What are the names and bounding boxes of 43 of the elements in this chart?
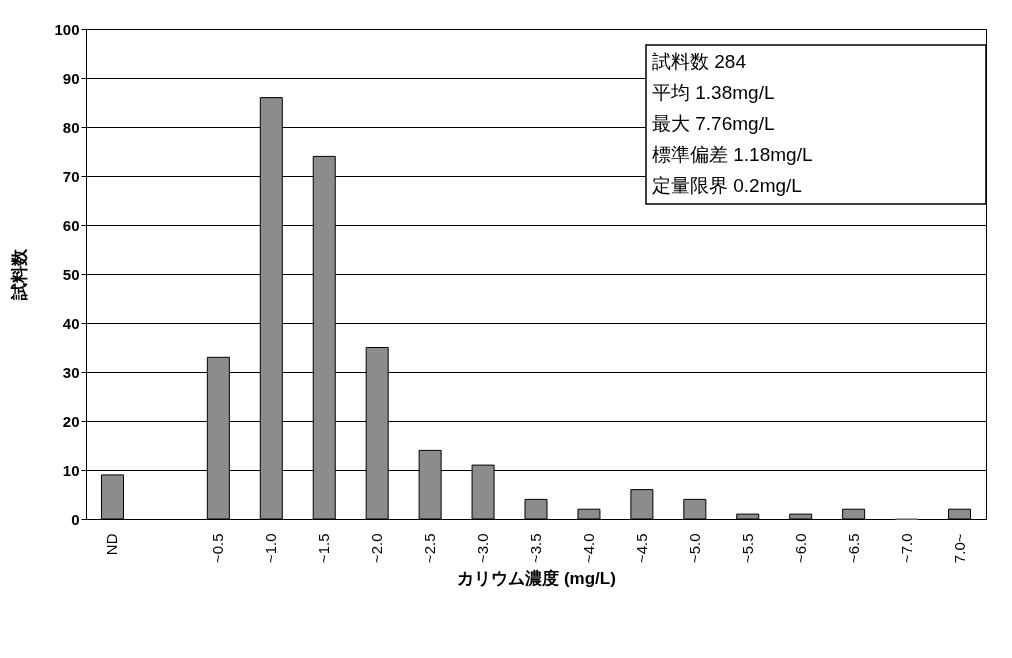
bar xyxy=(736,513,760,520)
annotation: 試料数 284 xyxy=(652,51,747,72)
x-tick-label: ~2.5 xyxy=(421,533,439,564)
bar xyxy=(577,508,601,520)
x-tick-label: ~4.0 xyxy=(579,533,597,564)
y-tick-label: 10 xyxy=(62,461,80,479)
y-tick-label: 70 xyxy=(62,167,80,185)
x-tick-label: ~5.5 xyxy=(738,533,756,564)
annotation: 平均 1.38mg/L xyxy=(652,82,775,103)
bar xyxy=(100,474,124,520)
x-tick-label: ~2.0 xyxy=(368,533,386,564)
x-axis-title: カリウム濃度 (mg/L) xyxy=(457,569,616,589)
annotation: 定量限界 0.2mg/L xyxy=(652,175,802,196)
x-tick-label: ~3.0 xyxy=(474,533,492,564)
y-tick-label: 90 xyxy=(62,69,80,87)
bar xyxy=(683,498,707,520)
y-tick-label: 30 xyxy=(62,363,80,381)
x-tick-label: ~0.5 xyxy=(209,533,227,564)
y-axis-title: 試料数 xyxy=(10,248,30,301)
x-tick-label: ~4.5 xyxy=(632,533,650,564)
x-tick-label: ~1.0 xyxy=(262,533,280,564)
bar xyxy=(789,513,813,520)
x-tick-label: ~6.0 xyxy=(791,533,809,564)
y-tick-label: 40 xyxy=(62,314,80,332)
y-tick-label: 80 xyxy=(62,118,80,136)
x-tick-label: ~5.0 xyxy=(685,533,703,564)
bar xyxy=(630,489,654,520)
x-tick-label: ~3.5 xyxy=(527,533,544,564)
y-tick-label: 20 xyxy=(62,412,80,430)
x-tick-label: ND xyxy=(103,533,121,556)
y-tick-label: 60 xyxy=(62,216,80,234)
x-tick-label: ~1.5 xyxy=(315,533,333,564)
y-tick-label: 50 xyxy=(62,265,80,283)
bar xyxy=(842,508,866,520)
bar xyxy=(948,508,972,520)
annotation: 最大 7.76mg/L xyxy=(652,113,775,134)
bar xyxy=(524,498,548,520)
y-tick-label: 0 xyxy=(71,510,80,528)
x-tick-label: 7.0~ xyxy=(950,533,968,564)
annotation: 標準偏差 1.18mg/L xyxy=(652,144,813,165)
x-tick-label: ~7.0 xyxy=(897,533,915,564)
x-tick-label: ~6.5 xyxy=(844,533,862,564)
y-tick-label: 100 xyxy=(54,20,80,38)
